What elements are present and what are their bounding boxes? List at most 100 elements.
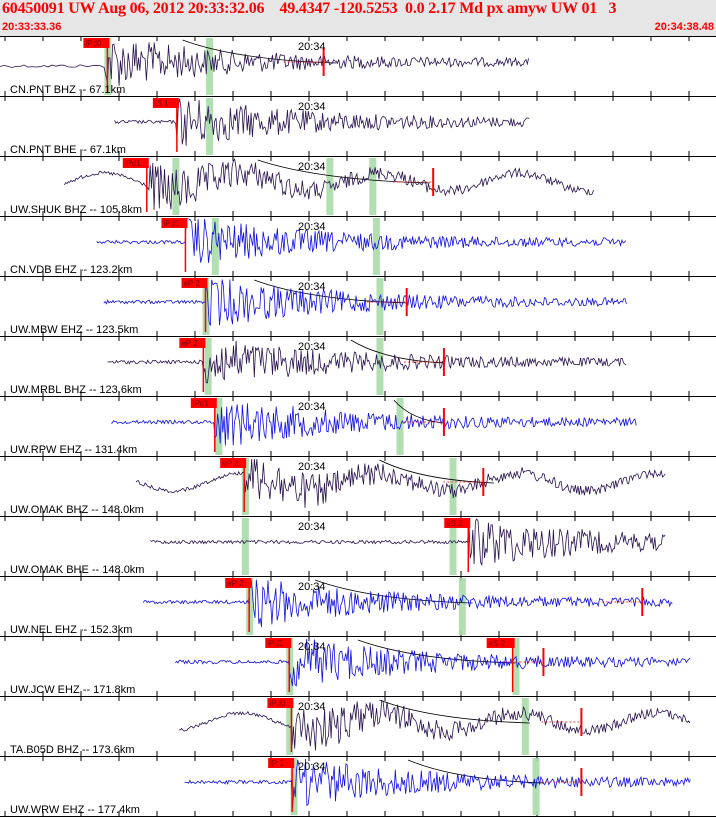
- waveform: [110, 403, 637, 446]
- waveform: [179, 699, 691, 751]
- title-bar: 60450091 UW Aug 06, 2012 20:33:32.06 49.…: [0, 0, 716, 36]
- arrival-curve: [379, 459, 495, 484]
- phase-window: [206, 98, 214, 155]
- phase-window: [290, 758, 298, 815]
- trace-row[interactable]: iPd1 eS 2 20:34 UW.JCW EHZ -- 171.8km: [0, 636, 716, 696]
- pick-label: eP 2: [183, 279, 200, 288]
- trace-row[interactable]: eS 2 20:34 UW.OMAK BHE -- 148.0km: [0, 516, 716, 576]
- trace-row[interactable]: eP 2 20:34 UW.NEL EHZ -- 152.3km: [0, 576, 716, 636]
- arrival-curve: [257, 159, 430, 184]
- phase-window: [241, 518, 249, 575]
- trace-row[interactable]: iPd1 20:34 CN.VDB EHZ -- 123.2km: [0, 216, 716, 276]
- minute-label: 20:34: [298, 41, 326, 53]
- pick-flag[interactable]: [122, 158, 149, 168]
- arrival-curve: [407, 759, 545, 784]
- pick-flag[interactable]: [268, 758, 295, 768]
- pick-label: iP 1: [270, 759, 284, 768]
- minute-label: 20:34: [298, 701, 326, 713]
- pick-flag[interactable]: [267, 698, 294, 708]
- station-label: UW.JCW EHZ -- 171.8km: [10, 684, 135, 696]
- pick-flag[interactable]: [181, 278, 208, 288]
- station-label: CN.PNT BHZ -- 67.1km: [10, 84, 125, 96]
- station-label: UW.NEL EHZ -- 152.3km: [10, 624, 132, 636]
- phase-window: [458, 578, 466, 635]
- phase-window: [172, 158, 180, 215]
- minute-label: 20:34: [298, 341, 326, 353]
- station-label: TA.B05D BHZ -- 173.6km: [10, 744, 135, 756]
- phase-window: [204, 338, 212, 395]
- trace-row[interactable]: eP 2 20:34 UW.OMAK BHZ -- 148.0km: [0, 456, 716, 516]
- station-label: UW.SHUK BHZ -- 105.8km: [10, 204, 142, 216]
- trace-row[interactable]: iPd0 20:34 CN.PNT BHZ -- 67.1km: [0, 36, 716, 96]
- seismogram-panel: iPd0 20:34 CN.PNT BHZ -- 67.1km iS 1 20:34 CN…: [0, 36, 716, 817]
- phase-window: [512, 638, 520, 695]
- phase-window: [372, 218, 380, 275]
- waveform: [103, 278, 627, 326]
- pick-label: eP 2: [222, 459, 239, 468]
- pick-flag[interactable]: [225, 578, 252, 588]
- station-label: CN.VDB EHZ -- 123.2km: [10, 264, 132, 276]
- pick-flag[interactable]: [486, 638, 515, 648]
- waveform: [150, 518, 666, 566]
- pick-label: eP 2: [227, 579, 244, 588]
- phase-window: [376, 278, 384, 335]
- minute-label: 20:34: [298, 641, 326, 653]
- phase-window: [206, 38, 214, 95]
- waveform: [64, 158, 594, 210]
- station-label: UW.OMAK BHZ -- 148.0km: [10, 504, 144, 516]
- minute-label: 20:34: [298, 761, 326, 773]
- trace-row[interactable]: eP 2 20:34 UW.MBW EHZ -- 123.5km: [0, 276, 716, 336]
- pick-label: iPd1: [267, 639, 284, 648]
- phase-window: [521, 698, 529, 755]
- start-time: 20:33:33.36: [2, 21, 62, 33]
- phase-window: [241, 458, 249, 515]
- phase-window: [286, 698, 294, 755]
- phase-window: [211, 218, 219, 275]
- pick-flag[interactable]: [190, 398, 217, 408]
- phase-window: [449, 518, 457, 575]
- trace-row[interactable]: iP 1 20:34 UW.WRW EHZ -- 177.4km: [0, 756, 716, 816]
- pick-label: iPd1: [125, 159, 142, 168]
- arrival-curve: [350, 339, 444, 364]
- pick-flag[interactable]: [83, 38, 110, 48]
- pick-flag[interactable]: [152, 98, 179, 108]
- pick-label: iPd1: [163, 219, 180, 228]
- pick-label: eP 2: [181, 339, 198, 348]
- pick-label: iPd0: [85, 39, 102, 48]
- trace-row[interactable]: iPd0 20:34 TA.B05D BHZ -- 173.6km: [0, 696, 716, 756]
- trace-row[interactable]: eP 2 20:34 UW.MRBL BHZ -- 123.6km: [0, 336, 716, 396]
- trace-row[interactable]: iPd1 20:34 UW.RPW EHZ -- 131.4km: [0, 396, 716, 456]
- pick-flag[interactable]: [444, 518, 471, 528]
- pick-flag[interactable]: [220, 458, 247, 468]
- waveform: [135, 458, 666, 508]
- end-time: 20:34:38.48: [654, 21, 714, 33]
- station-label: UW.MRBL BHZ -- 123.6km: [10, 384, 142, 396]
- minute-label: 20:34: [298, 401, 326, 413]
- pick-label: eS 2: [489, 639, 506, 648]
- phase-window: [449, 458, 457, 515]
- waveform: [142, 579, 673, 628]
- waveform: [114, 98, 530, 146]
- pick-label: iPd0: [269, 699, 286, 708]
- arrival-curve: [357, 639, 516, 664]
- trace-row[interactable]: iS 1 20:34 CN.PNT BHE -- 67.1km: [0, 96, 716, 156]
- minute-label: 20:34: [298, 581, 326, 593]
- waveform: [107, 340, 627, 384]
- pick-flag[interactable]: [179, 338, 206, 348]
- station-label: UW.RPW EHZ -- 131.4km: [10, 444, 137, 456]
- pick-label: eS 2: [446, 519, 463, 528]
- pick-flag[interactable]: [161, 218, 188, 228]
- minute-label: 20:34: [298, 101, 326, 113]
- waveform: [184, 758, 691, 808]
- pick-label: iPd1: [193, 399, 210, 408]
- phase-window: [326, 158, 334, 215]
- station-label: UW.MBW EHZ -- 123.5km: [10, 324, 138, 336]
- phase-window: [369, 158, 377, 215]
- event-title: 60450091 UW Aug 06, 2012 20:33:32.06 49.…: [2, 0, 617, 17]
- trace-row[interactable]: iPd1 20:34 UW.SHUK BHZ -- 105.8km: [0, 156, 716, 216]
- minute-label: 20:34: [298, 461, 326, 473]
- pick-flag[interactable]: [265, 638, 292, 648]
- station-label: UW.OMAK BHE -- 148.0km: [10, 564, 144, 576]
- minute-label: 20:34: [298, 521, 326, 533]
- station-label: CN.PNT BHE -- 67.1km: [10, 144, 126, 156]
